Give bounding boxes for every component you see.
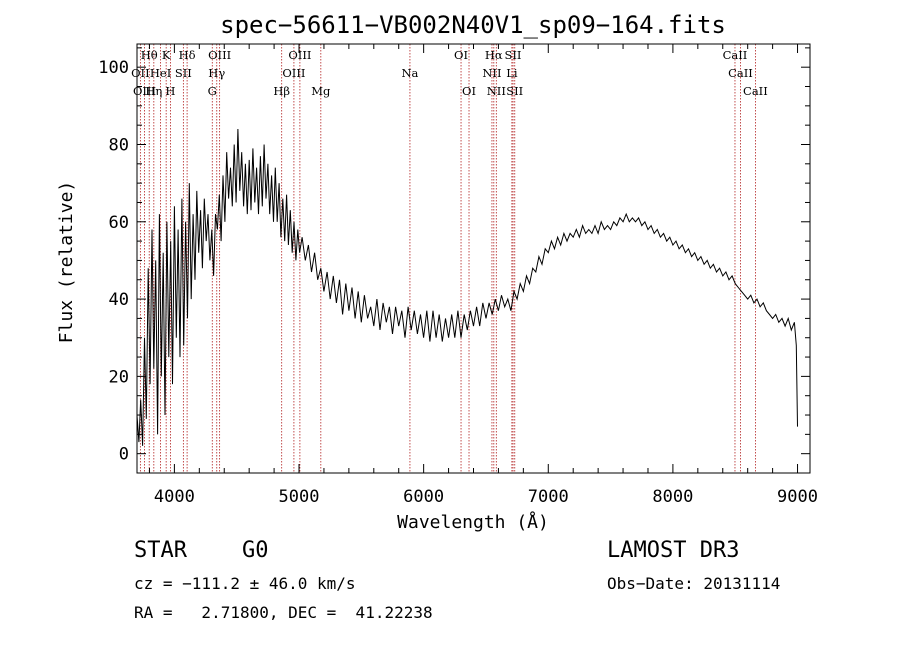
reference-line-label: CaII [728,66,753,80]
reference-line-label: Hβ [273,84,290,98]
reference-line-label: H [165,84,175,98]
reference-line-label: OIII [288,48,311,62]
reference-line-label: OI [454,48,468,62]
x-tick-label: 5000 [279,487,320,507]
reference-line-label: OI [462,84,476,98]
y-tick-label: 100 [98,58,129,78]
redshift-velocity: cz = −111.2 ± 46.0 km/s [134,574,356,593]
y-tick-label: 40 [109,290,129,310]
y-axis-label: Flux (relative) [56,181,77,344]
star-type: STAR [134,538,187,563]
survey-name: LAMOST DR3 [607,538,740,563]
x-tick-label: 9000 [777,487,818,507]
reference-line-label: Hδ [179,48,196,62]
reference-line-label: SII [175,66,192,80]
x-tick-label: 7000 [528,487,569,507]
y-tick-label: 0 [119,445,129,465]
y-tick-label: 60 [109,213,129,233]
reference-line-label: OIII [133,84,156,98]
y-tick-label: 20 [109,367,129,387]
reference-line-label: Hθ [141,48,158,62]
reference-line-label: G [208,84,217,98]
reference-line-label: SII [506,84,523,98]
reference-line-label: HeI [150,66,171,80]
reference-line-label: Hη [145,84,162,98]
y-tick-label: 80 [109,135,129,155]
reference-line-label: OIII [208,48,231,62]
flux-series-line [136,128,798,446]
reference-line-label: Hγ [208,66,225,80]
reference-line-label: OIII [282,66,305,80]
reference-line-label: CaII [743,84,768,98]
sky-coordinates: RA = 2.71800, DEC = 41.22238 [134,603,433,622]
reference-line-label: OII [131,66,150,80]
x-tick-label: 8000 [652,487,693,507]
reference-line-label: NII [482,66,501,80]
reference-line-label: Na [401,66,418,80]
y-axis-ticks: 0 20 40 60 80 100 [98,47,810,465]
chart-title: spec−56611−VB002N40V1_sp09−164.fits [220,11,726,39]
reference-lines [139,44,756,473]
reference-line-label: CaII [723,48,748,62]
x-tick-label: 4000 [154,487,195,507]
x-axis-label: Wavelength (Å) [397,511,549,533]
reference-line-label: Mg [311,84,331,98]
reference-line-label: NII [487,84,506,98]
plot-frame [136,43,811,474]
spectral-class: G0 [242,538,269,563]
reference-line-label: Hα [485,48,503,62]
x-tick-label: 6000 [403,487,444,507]
reference-line-label: Li [506,66,518,80]
reference-line-label: SII [505,48,522,62]
x-axis-ticks: 4000 5000 6000 7000 8000 9000 [148,44,818,507]
reference-line-label: K [162,48,171,62]
observation-date: Obs−Date: 20131114 [607,574,781,593]
